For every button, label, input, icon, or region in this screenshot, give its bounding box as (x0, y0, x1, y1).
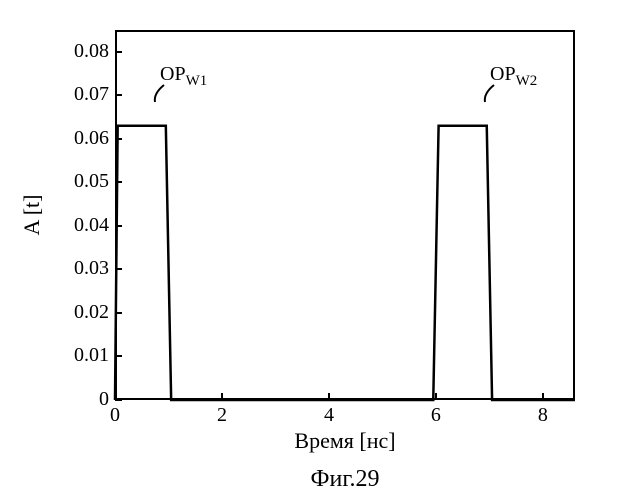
y-tick (115, 181, 122, 183)
x-axis-label: Время [нс] (294, 428, 395, 454)
y-tick (115, 138, 122, 140)
x-tick-label: 4 (324, 404, 334, 427)
x-tick (221, 393, 223, 400)
x-tick (435, 393, 437, 400)
figure-caption: Фиг.29 (311, 466, 380, 493)
figure-stage: A [t] Время [нс] Фиг.29 0 2 4 6 8 0 0.01 0.02 0.… (0, 0, 619, 500)
pulse-line (115, 126, 575, 400)
y-axis-label: A [t] (19, 195, 45, 236)
y-tick-label: 0.02 (74, 301, 109, 324)
x-tick-label: 0 (110, 404, 120, 427)
x-tick-label: 2 (217, 404, 227, 427)
x-tick-label: 8 (538, 404, 548, 427)
y-tick (115, 51, 122, 53)
x-tick (542, 393, 544, 400)
y-tick-label: 0.05 (74, 170, 109, 193)
y-tick-label: 0.06 (74, 127, 109, 150)
annotation-text: OP (160, 63, 186, 85)
y-tick (115, 355, 122, 357)
y-tick (115, 94, 122, 96)
y-tick-label: 0.04 (74, 214, 109, 237)
annotation-label-2: OPW2 (490, 63, 537, 90)
x-tick (328, 393, 330, 400)
annotation-label-1: OPW1 (160, 63, 207, 90)
y-tick (115, 312, 122, 314)
annotation-text: OP (490, 63, 516, 85)
y-tick-label: 0.08 (74, 40, 109, 63)
y-tick (115, 399, 122, 401)
annotation-subscript: W1 (186, 73, 208, 89)
y-tick (115, 268, 122, 270)
y-tick-label: 0.01 (74, 344, 109, 367)
annotation-subscript: W2 (516, 73, 538, 89)
y-tick-label: 0.07 (74, 83, 109, 106)
y-tick-label: 0 (99, 388, 109, 411)
y-tick-label: 0.03 (74, 257, 109, 280)
x-tick-label: 6 (431, 404, 441, 427)
y-tick (115, 225, 122, 227)
